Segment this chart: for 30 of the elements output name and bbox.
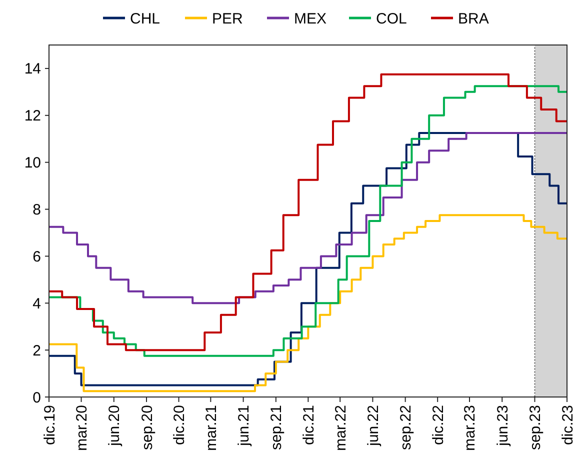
y-tick-label: 6 xyxy=(32,248,41,266)
x-tick-label: jun.23 xyxy=(494,405,512,447)
legend-label: PER xyxy=(212,10,244,28)
legend-label: BRA xyxy=(458,10,489,28)
x-tick-label: sep.23 xyxy=(526,405,544,450)
legend-label: CHL xyxy=(130,10,160,28)
x-tick-label: jun.20 xyxy=(106,405,124,447)
y-tick-label: 2 xyxy=(32,342,41,360)
y-tick-label: 4 xyxy=(32,295,41,312)
x-tick-label: dic.19 xyxy=(41,405,58,446)
y-tick-label: 0 xyxy=(32,389,41,406)
y-tick-label: 14 xyxy=(24,60,41,78)
x-tick-label: mar.21 xyxy=(202,405,220,451)
x-tick-label: jun.22 xyxy=(364,405,382,447)
x-tick-label: mar.22 xyxy=(332,405,350,451)
y-tick-label: 12 xyxy=(24,108,41,125)
x-tick-label: dic.22 xyxy=(430,405,447,446)
x-tick-label: sep.20 xyxy=(138,405,156,450)
y-tick-label: 10 xyxy=(24,154,41,172)
legend-label: COL xyxy=(376,10,407,28)
x-tick-label: dic.20 xyxy=(171,405,188,446)
y-tick-label: 8 xyxy=(32,202,41,219)
x-tick-label: jun.21 xyxy=(236,405,253,447)
x-tick-label: mar.20 xyxy=(74,405,91,451)
x-tick-label: sep.22 xyxy=(398,405,415,450)
legend-label: MEX xyxy=(294,10,327,28)
x-tick-label: dic.21 xyxy=(300,405,318,446)
x-tick-label: mar.23 xyxy=(462,405,479,451)
x-tick-label: dic.23 xyxy=(559,405,575,446)
x-tick-label: sep.21 xyxy=(268,405,286,450)
